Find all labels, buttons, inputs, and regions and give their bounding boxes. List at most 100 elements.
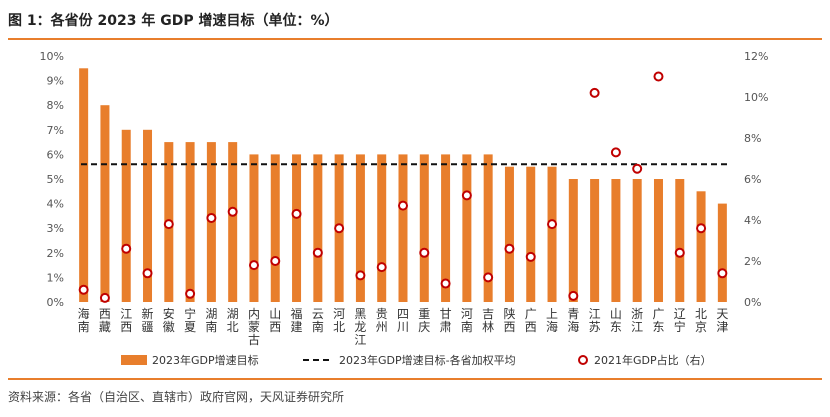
scatter-point bbox=[99, 292, 110, 303]
bar bbox=[79, 68, 89, 302]
category-label: 江苏 bbox=[589, 307, 601, 334]
bar bbox=[228, 142, 238, 302]
chart-title: 图 1：各省份 2023 年 GDP 增速目标（单位：%） bbox=[8, 13, 339, 29]
category-label: 黑龙江 bbox=[354, 307, 366, 347]
bar bbox=[547, 166, 557, 302]
y-left-tick-label: 4% bbox=[47, 198, 64, 211]
bar bbox=[292, 154, 302, 302]
scatter-point bbox=[610, 147, 621, 158]
bottom-rule bbox=[8, 378, 822, 380]
bar bbox=[419, 154, 429, 302]
scatter-point bbox=[419, 247, 430, 258]
bar bbox=[249, 154, 259, 302]
category-label: 内蒙古 bbox=[248, 307, 260, 347]
scatter-point bbox=[653, 71, 664, 82]
bar bbox=[483, 154, 493, 302]
category-label: 辽宁 bbox=[674, 307, 686, 334]
y-left-tick-label: 6% bbox=[47, 148, 64, 161]
y-left-tick-label: 0% bbox=[47, 296, 64, 309]
category-label: 上海 bbox=[546, 307, 558, 334]
legend-dot-swatch bbox=[578, 355, 588, 365]
y-right-tick-label: 0% bbox=[744, 296, 761, 309]
y-left-tick-label: 1% bbox=[47, 271, 64, 284]
bar bbox=[568, 179, 578, 302]
scatter-point bbox=[142, 268, 153, 279]
category-label: 湖北 bbox=[227, 306, 239, 334]
bar bbox=[675, 179, 685, 302]
scatter-point bbox=[206, 212, 217, 223]
y-right-tick-label: 4% bbox=[744, 214, 761, 227]
category-label: 贵州 bbox=[376, 307, 388, 334]
category-label: 西藏 bbox=[99, 307, 111, 334]
scatter-point bbox=[163, 219, 174, 230]
category-label: 海南 bbox=[78, 306, 90, 334]
scatter-point bbox=[334, 223, 345, 234]
category-label: 广东 bbox=[652, 307, 664, 334]
category-label: 河北 bbox=[333, 307, 345, 334]
bar bbox=[313, 154, 323, 302]
source-note: 资料来源：各省（自治区、直辖市）政府官网，天风证券研究所 bbox=[8, 390, 345, 404]
scatter-point bbox=[525, 251, 536, 262]
scatter-series bbox=[78, 71, 728, 303]
y-left-tick-label: 10% bbox=[40, 50, 64, 63]
category-label: 青海 bbox=[567, 307, 579, 334]
category-label: 福建 bbox=[291, 306, 303, 334]
scatter-point bbox=[121, 243, 132, 254]
scatter-point bbox=[398, 200, 408, 211]
category-label: 吉林 bbox=[482, 307, 494, 334]
scatter-point bbox=[504, 243, 515, 254]
scatter-point bbox=[717, 268, 728, 279]
y-right-tick-label: 12% bbox=[744, 50, 768, 63]
category-label: 安徽 bbox=[163, 306, 175, 334]
scatter-point bbox=[440, 278, 451, 289]
y-left-tick-label: 5% bbox=[47, 173, 64, 186]
y-axis-left: 0% 1% 2% 3% 4% 5% 6% 7% 8% 9% 10% bbox=[40, 50, 64, 309]
bar bbox=[398, 154, 408, 302]
category-label: 河南 bbox=[461, 307, 473, 334]
y-left-tick-label: 7% bbox=[47, 124, 64, 137]
scatter-point bbox=[270, 256, 281, 266]
category-label: 江西 bbox=[120, 307, 132, 334]
scatter-point bbox=[483, 272, 494, 283]
y-left-tick-label: 9% bbox=[47, 75, 64, 88]
scatter-point bbox=[696, 223, 707, 234]
y-left-tick-label: 2% bbox=[47, 247, 64, 260]
legend: 2023年GDP增速目标 2023年GDP增速目标-各省加权平均 2021年GDP占… bbox=[121, 353, 712, 367]
scatter-point bbox=[376, 262, 387, 273]
category-label: 浙江 bbox=[631, 307, 643, 334]
y-right-tick-label: 10% bbox=[744, 91, 768, 104]
bar bbox=[185, 142, 195, 302]
bar bbox=[504, 166, 514, 302]
bar bbox=[121, 129, 131, 302]
legend-bar-label: 2023年GDP增速目标 bbox=[152, 353, 259, 367]
y-axis-right: 0% 2% 4% 6% 8% 10% 12% bbox=[744, 50, 768, 309]
category-label: 四川 bbox=[397, 307, 409, 334]
category-label: 陕西 bbox=[503, 306, 515, 334]
category-label: 甘肃 bbox=[440, 307, 452, 334]
legend-dot-label: 2021年GDP占比（右） bbox=[594, 353, 712, 367]
y-right-tick-label: 2% bbox=[744, 255, 761, 268]
legend-line-label: 2023年GDP增速目标-各省加权平均 bbox=[339, 353, 516, 367]
scatter-point bbox=[291, 208, 302, 219]
y-left-tick-label: 3% bbox=[47, 222, 64, 235]
bar bbox=[590, 179, 600, 302]
category-label: 天津 bbox=[716, 307, 728, 334]
bar bbox=[377, 154, 387, 302]
category-label: 北京 bbox=[695, 307, 707, 334]
bar bbox=[653, 179, 663, 302]
bar bbox=[462, 154, 472, 302]
scatter-point bbox=[674, 247, 685, 258]
bar bbox=[632, 179, 642, 302]
bar-series bbox=[79, 68, 727, 302]
category-label: 云南 bbox=[312, 307, 324, 334]
y-left-tick-label: 8% bbox=[47, 99, 64, 112]
category-label: 湖南 bbox=[205, 306, 217, 334]
scatter-point bbox=[461, 190, 472, 201]
category-label: 新疆 bbox=[142, 306, 154, 334]
bar bbox=[696, 191, 706, 302]
scatter-point bbox=[589, 87, 600, 98]
category-label: 重庆 bbox=[418, 307, 430, 334]
bar bbox=[441, 154, 451, 302]
scatter-point bbox=[547, 219, 558, 230]
